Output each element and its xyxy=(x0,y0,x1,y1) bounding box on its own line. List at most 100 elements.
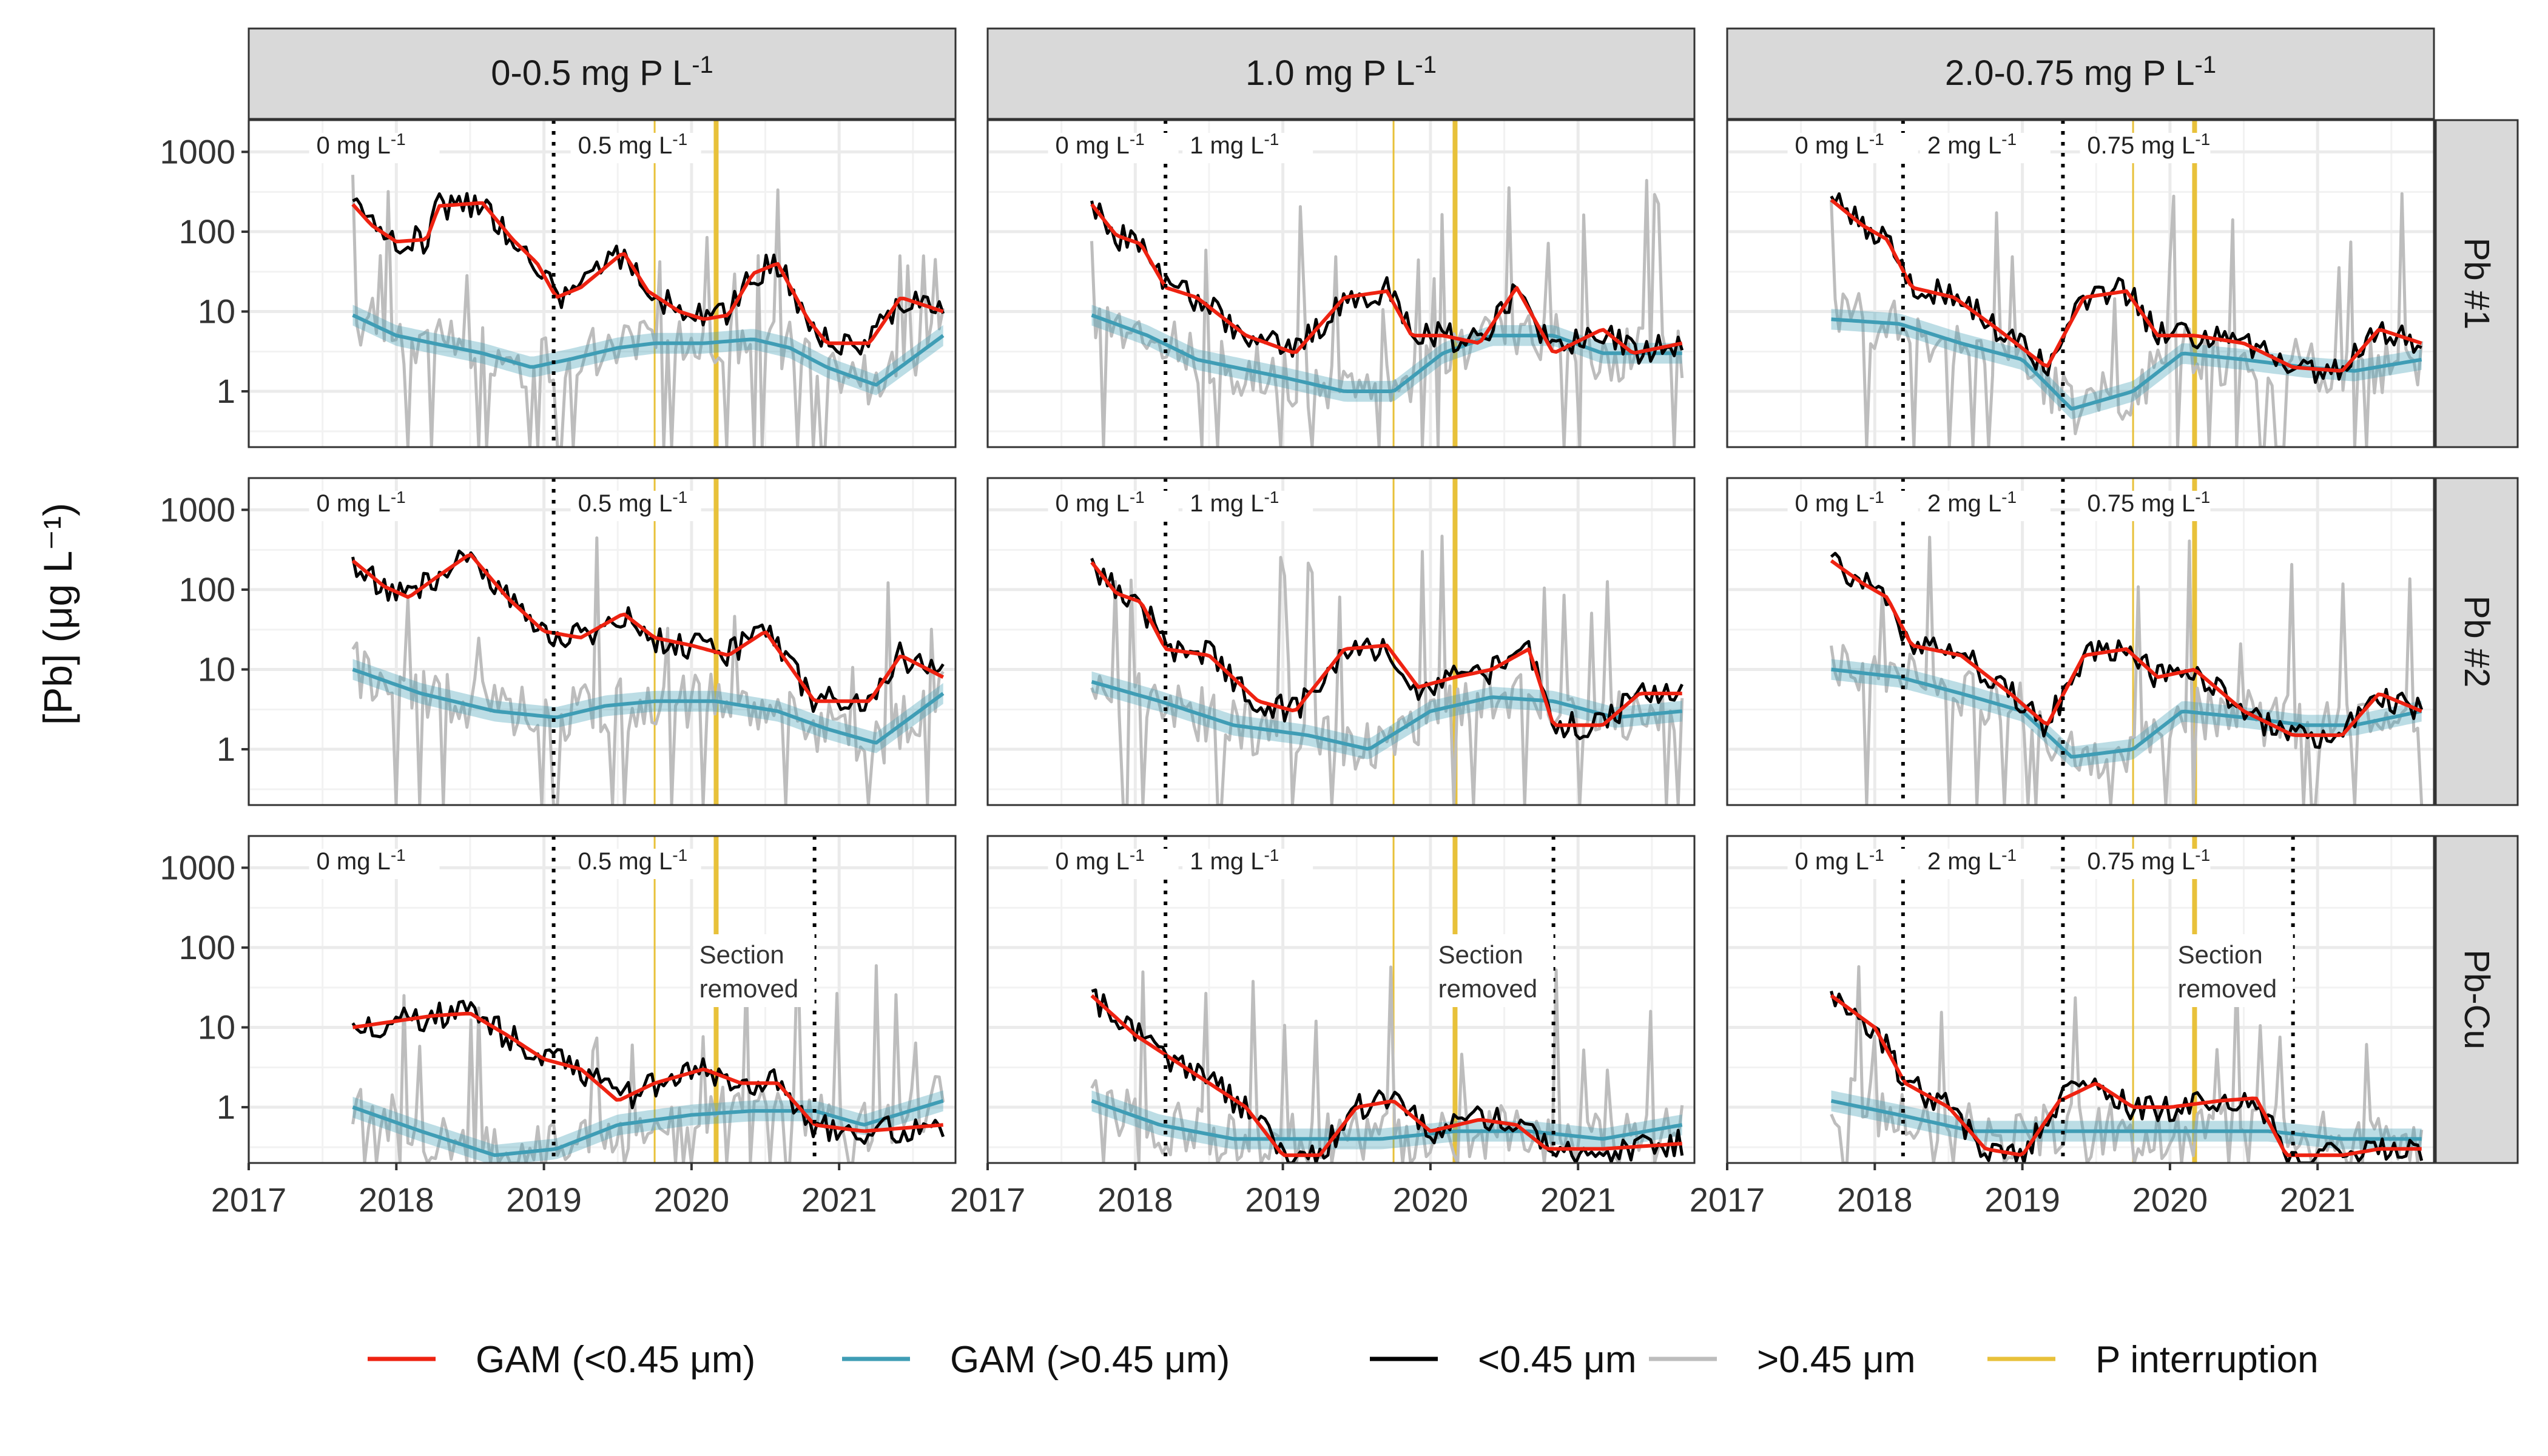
legend-label: <0.45 μm xyxy=(1478,1339,1636,1381)
y-tick-label: 100 xyxy=(179,570,235,608)
series-gam-dissolved xyxy=(351,553,945,703)
column-strip xyxy=(248,27,957,120)
gam-particulate-ci-band xyxy=(1091,305,1682,402)
y-tick-label: 1 xyxy=(217,1088,235,1126)
gam-particulate-ci-band xyxy=(1091,1090,1682,1150)
x-tick-label: 2019 xyxy=(1984,1181,2060,1219)
row-strip-label: Pb #1 xyxy=(2457,238,2496,330)
facet-panel: 0 mg L-1 0.5 mg L-1 xyxy=(247,119,957,448)
phase-label: 0 mg L-1 xyxy=(1795,488,1884,517)
phase-label: 0.5 mg L-1 xyxy=(578,488,688,517)
x-tick-label: 2021 xyxy=(1540,1181,1616,1219)
phase-label: 0.75 mg L-1 xyxy=(2087,488,2210,517)
facet-panel: 0 mg L-1 0.5 mg L-1 xyxy=(247,477,957,806)
gam-particulate-ci-band xyxy=(1091,671,1682,760)
phase-label: 1 mg L-1 xyxy=(1190,846,1279,875)
phase-label-bg xyxy=(309,491,440,521)
facet-panel: Section removed 0 mg L-1 1 mg L-1 xyxy=(986,835,1696,1164)
series-gam-dissolved xyxy=(1090,561,1682,727)
phase-label: 0 mg L-1 xyxy=(317,130,406,159)
series-gam-particulate xyxy=(1830,1099,2422,1141)
phase-label-bg xyxy=(2080,849,2211,879)
section-removed-label: removed xyxy=(2178,974,2277,1003)
phase-label-bg xyxy=(309,849,440,879)
column-strip xyxy=(1726,27,2435,120)
phase-label-bg xyxy=(570,491,701,521)
x-tick-label: 2017 xyxy=(1690,1181,1765,1219)
series-gam-particulate xyxy=(1091,680,1682,751)
y-axes: 1 10 100 1000 1 10 100 1000 1 10 100 1000 xyxy=(160,132,249,1126)
legend-label: GAM (<0.45 μm) xyxy=(476,1339,755,1381)
facet-panel: Section removed 0 mg L-1 2 mg L-1 0.75 mg L-… xyxy=(1725,835,2435,1164)
series-dissolved-raw xyxy=(351,549,945,713)
facet-panel: 0 mg L-1 2 mg L-1 0.75 mg L-1 xyxy=(1725,119,2435,448)
y-tick-label: 1 xyxy=(217,730,235,768)
y-tick-label: 10 xyxy=(198,650,235,688)
gam-particulate-ci-band xyxy=(1831,659,2422,767)
gam-particulate-ci-band xyxy=(352,305,943,396)
panel-border xyxy=(986,119,1696,448)
facet-panel: Section removed 0 mg L-1 0.5 mg L-1 xyxy=(247,835,957,1164)
panel-plot-area xyxy=(1090,120,1684,447)
series-particulate-raw xyxy=(1830,536,2424,805)
series-gam-particulate xyxy=(352,313,945,387)
y-tick-label: 10 xyxy=(198,1008,235,1046)
legend-label: GAM (>0.45 μm) xyxy=(950,1339,1230,1381)
column-strip-label: 1.0 mg P L-1 xyxy=(1245,52,1437,93)
gam-particulate-ci-band xyxy=(352,659,943,753)
section-removed-label-bg xyxy=(1432,934,1554,1007)
y-tick-label: 10 xyxy=(198,292,235,330)
panel-border xyxy=(248,477,957,806)
y-axis-label: [Pb] (μg L⁻¹) xyxy=(35,503,80,725)
series-dissolved-raw xyxy=(1830,991,2424,1163)
phase-label-bg xyxy=(1787,133,1918,163)
x-tick-label: 2020 xyxy=(654,1181,730,1219)
y-tick-label: 1000 xyxy=(160,132,235,170)
series-dissolved-raw xyxy=(1830,192,2422,384)
section-removed-label: removed xyxy=(1438,974,1537,1003)
section-removed-label-bg xyxy=(2171,934,2293,1007)
series-dissolved-raw xyxy=(352,192,945,356)
panel-plot-area xyxy=(351,478,945,805)
phase-label: 1 mg L-1 xyxy=(1190,488,1279,517)
panel-border xyxy=(1726,835,2435,1164)
phase-label: 1 mg L-1 xyxy=(1190,130,1279,159)
legend-label: >0.45 μm xyxy=(1757,1339,1915,1381)
series-gam-dissolved xyxy=(352,1011,943,1133)
row-strip xyxy=(2435,835,2519,1164)
y-tick-label: 1000 xyxy=(160,490,235,528)
row-strip-label: Pb-Cu xyxy=(2457,949,2496,1049)
phase-label-bg xyxy=(570,849,701,879)
series-gam-dissolved xyxy=(1830,994,2422,1158)
phase-label-bg xyxy=(1787,849,1918,879)
facet-strips: 0-0.5 mg P L-1 1.0 mg P L-1 2.0-0.75 mg P … xyxy=(248,27,2519,1164)
phase-label: 2 mg L-1 xyxy=(1927,846,2017,875)
panel-border xyxy=(986,835,1696,1164)
series-particulate-raw xyxy=(351,940,945,1163)
series-particulate-raw xyxy=(351,536,945,805)
x-tick-label: 2019 xyxy=(506,1181,582,1219)
series-gam-dissolved xyxy=(1090,203,1683,355)
panel-border xyxy=(248,835,957,1164)
panel-plot-area xyxy=(1830,120,2424,447)
phase-label: 0 mg L-1 xyxy=(317,846,406,875)
phase-label: 2 mg L-1 xyxy=(1927,130,2017,159)
row-strip xyxy=(2435,119,2519,448)
series-gam-particulate xyxy=(1091,1099,1683,1141)
panel-border xyxy=(248,119,957,448)
phase-label-bg xyxy=(1182,491,1313,521)
facet-panels: 0 mg L-1 0.5 mg L-1 0 mg L-1 1 mg L-1 0 mg L… xyxy=(247,119,2435,1164)
phase-label-bg xyxy=(1919,491,2051,521)
panel-plot-area xyxy=(1090,836,1684,1163)
phase-label-bg xyxy=(1182,133,1313,163)
panel-plot-area xyxy=(351,836,945,1163)
y-tick-label: 100 xyxy=(179,212,235,251)
series-gam-dissolved xyxy=(1830,559,2422,737)
phase-label-bg xyxy=(2080,133,2211,163)
y-tick-label: 1 xyxy=(217,372,235,410)
panel-background xyxy=(249,478,956,805)
x-tick-label: 2018 xyxy=(1097,1181,1173,1219)
phase-label: 0 mg L-1 xyxy=(1795,130,1884,159)
series-gam-particulate xyxy=(352,1099,944,1158)
